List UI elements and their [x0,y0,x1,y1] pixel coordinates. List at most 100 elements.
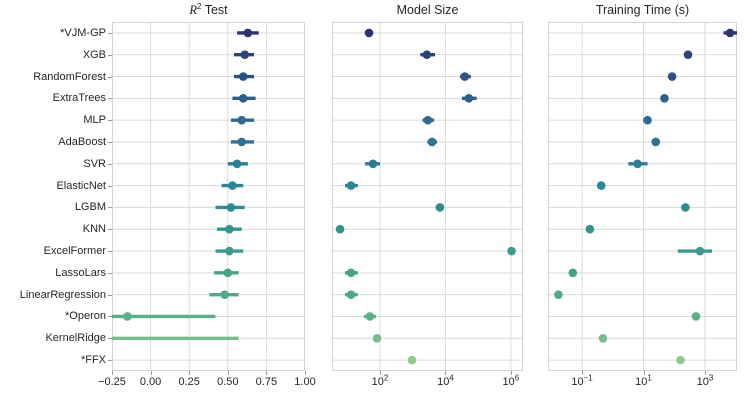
y-axis-label: ElasticNet [56,179,106,192]
data-point [364,28,374,38]
data-point [238,72,248,81]
x-tick-label: 0.25 [178,376,200,388]
data-point [676,355,685,365]
x-tick-label: 10−1 [571,373,593,388]
y-axis-label: KNN [82,223,106,236]
y-axis-label: MLP [83,114,106,127]
panel-border [548,22,737,371]
x-tick-label: 104 [437,373,454,388]
data-point [460,72,470,81]
y-axis-label: LassoLars [55,266,106,279]
x-tick-mark [445,371,447,375]
x-tick-mark [510,371,512,375]
y-tick-mark [108,229,112,231]
panel-border [332,22,523,371]
data-point [651,137,661,147]
y-axis-label: KernelRidge [45,332,106,345]
y-axis-label: XGB [82,48,106,61]
panel-plot-1 [332,22,523,371]
data-point [237,115,246,125]
data-point [335,224,345,234]
x-tick-mark [704,371,706,375]
y-axis-label: *VJM-GP [60,26,106,39]
x-tick-mark [266,371,268,375]
x-tick-mark [227,371,229,375]
data-point [225,246,234,256]
y-tick-mark [108,338,112,340]
panel-title: R2 Test [189,1,228,17]
x-tick-label: 1.00 [294,376,316,388]
data-point [238,94,248,103]
data-point [667,72,677,81]
data-point [554,290,563,299]
y-tick-mark [108,76,112,78]
x-tick-mark [112,371,113,375]
data-point [223,268,233,278]
panel-title: Training Time (s) [595,3,690,17]
panel-border [112,22,305,371]
data-point [681,203,690,212]
data-point [346,181,356,190]
y-axis-label: *FFX [80,354,106,367]
x-tick-mark [189,371,191,375]
data-point [372,333,382,343]
y-tick-mark [108,141,112,143]
data-point [596,181,606,190]
data-point [464,94,474,103]
data-point [695,246,705,256]
y-tick-mark [108,272,112,274]
x-tick-mark [582,371,584,375]
panel-plot-0 [112,22,305,371]
y-tick-mark [108,120,112,122]
y-tick-mark [108,98,112,100]
data-point [232,159,242,169]
x-tick-mark [150,371,152,375]
y-axis-label: SVR [83,157,106,170]
data-point [633,159,642,169]
panel-plot-2 [548,22,737,371]
y-axis-label: ExtraTrees [52,92,106,105]
data-point [123,312,132,321]
y-axis-label: AdaBoost [58,135,106,148]
data-point [368,159,378,169]
x-tick-label: 0.00 [139,376,162,388]
x-tick-label: 102 [371,373,389,388]
data-point [568,268,578,278]
x-tick-label: 0.50 [217,376,239,388]
data-point [240,50,250,60]
data-point [423,115,433,125]
x-tick-mark [305,371,306,375]
data-point [422,50,432,60]
y-tick-mark [108,32,112,34]
y-tick-mark [108,360,112,362]
x-tick-label: −0.25 [98,376,126,388]
y-tick-mark [108,185,112,187]
y-tick-mark [108,163,112,165]
y-axis-label: ExcelFormer [43,245,106,258]
data-point [226,203,236,212]
data-point [365,312,375,321]
data-point [725,28,735,38]
data-point [346,268,356,278]
x-tick-mark [380,371,382,375]
data-point [643,115,652,125]
data-point [691,312,701,321]
x-tick-label: 0.75 [255,376,278,388]
x-tick-mark [643,371,645,375]
data-point [435,203,445,212]
y-axis-label: RandomForest [33,70,106,83]
panel-title: Model Size [396,3,459,17]
data-point [585,224,595,234]
y-tick-mark [108,316,112,318]
data-point [237,137,246,147]
data-point [228,181,237,190]
y-tick-mark [108,54,112,56]
y-axis-label: LinearRegression [19,288,106,301]
data-point [427,137,437,147]
data-point [598,333,608,343]
x-tick-label: 106 [502,373,520,388]
x-tick-label: 103 [696,373,714,388]
data-point [225,224,234,234]
y-axis-label: *Operon [65,310,106,323]
